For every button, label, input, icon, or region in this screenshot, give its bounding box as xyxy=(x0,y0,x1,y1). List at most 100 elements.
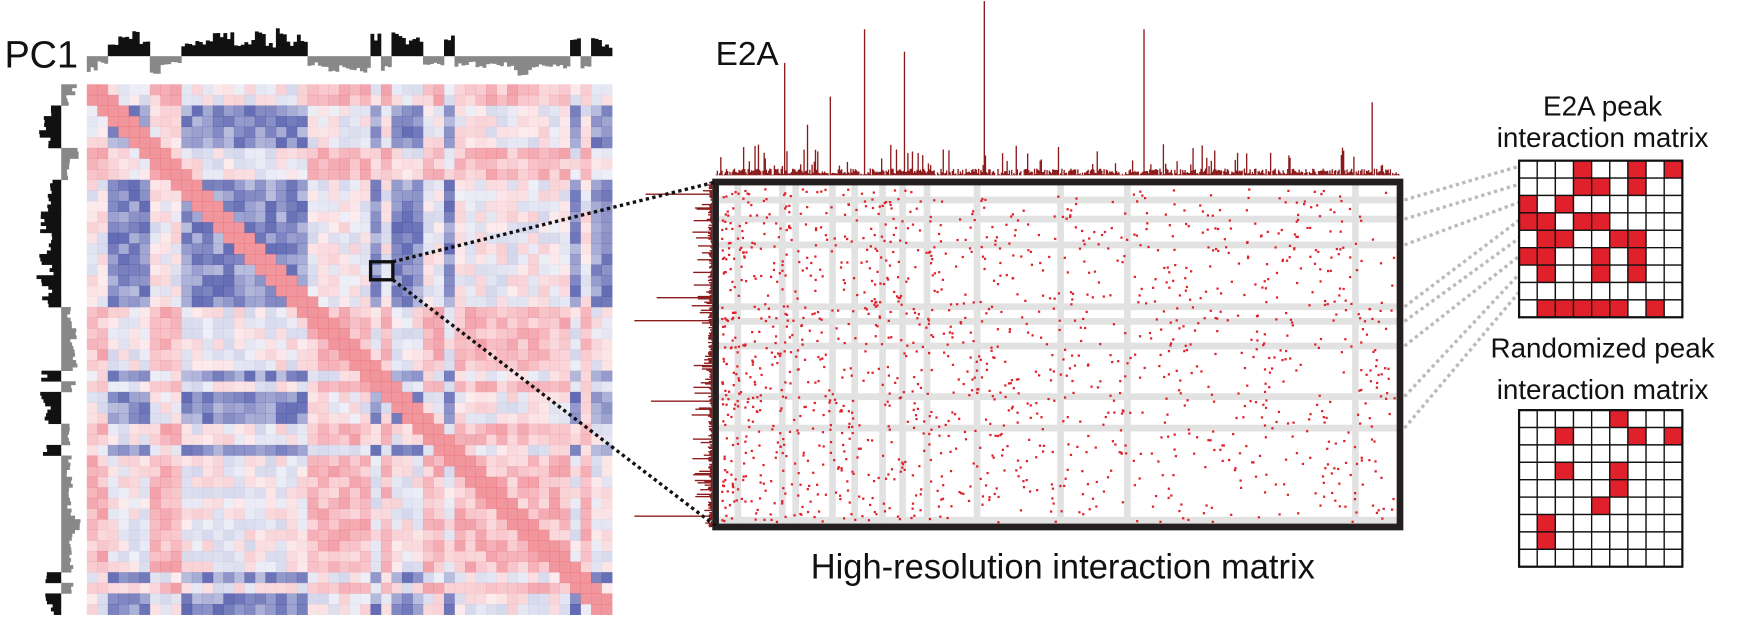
interaction-dot xyxy=(1152,286,1155,289)
pc1-bar xyxy=(507,56,511,67)
heat-cell xyxy=(601,84,613,96)
heat-cell xyxy=(538,497,550,509)
heat-cell xyxy=(465,381,476,393)
interaction-dot xyxy=(1237,392,1240,395)
pc1-bar xyxy=(380,56,385,71)
pc1-bar xyxy=(40,257,62,262)
interaction-dot xyxy=(931,308,934,312)
heat-cell xyxy=(538,349,550,361)
interaction-dot xyxy=(936,290,939,294)
interaction-dot xyxy=(1263,368,1267,371)
heat-cell xyxy=(286,604,298,615)
heat-cell xyxy=(265,264,277,276)
interaction-dot xyxy=(1182,517,1185,520)
heat-cell xyxy=(496,137,508,149)
heat-cell xyxy=(86,550,98,562)
heat-cell xyxy=(454,508,466,520)
heat-cell xyxy=(296,296,308,308)
heat-cell xyxy=(202,147,214,159)
e2a-bar xyxy=(1394,173,1396,176)
heat-cell xyxy=(591,147,602,159)
heat-cell xyxy=(97,179,109,191)
interaction-dot xyxy=(900,339,903,342)
interaction-dot xyxy=(1292,421,1295,424)
heat-cell xyxy=(212,497,224,509)
e2a-bar xyxy=(1344,170,1346,176)
interaction-dot xyxy=(876,249,879,252)
heat-cell xyxy=(139,413,151,425)
interaction-dot xyxy=(893,478,896,481)
heat-cell xyxy=(233,285,245,297)
e2a-bar xyxy=(744,169,746,176)
interaction-dot xyxy=(1333,467,1336,470)
heat-cell xyxy=(496,328,508,340)
heat-cell xyxy=(191,423,203,435)
heat-cell xyxy=(286,253,298,265)
heat-cell xyxy=(233,455,245,467)
interaction-dot xyxy=(1026,331,1030,334)
heat-cell xyxy=(465,200,476,212)
interaction-dot xyxy=(871,496,874,500)
heat-cell xyxy=(591,381,602,393)
e2a-bar xyxy=(754,145,756,176)
pc1-top-track xyxy=(86,28,613,76)
heat-cell xyxy=(118,413,130,425)
interaction-dot xyxy=(867,473,870,477)
heat-cell xyxy=(139,519,151,531)
heat-cell xyxy=(191,94,203,106)
heat-cell xyxy=(265,105,277,117)
heat-cell xyxy=(538,519,550,531)
interaction-dot xyxy=(1348,207,1352,211)
heat-cell xyxy=(538,243,550,255)
interaction-dot xyxy=(1004,360,1007,363)
heat-cell xyxy=(570,126,581,138)
e2a-bar xyxy=(1334,169,1337,176)
heat-cell xyxy=(254,169,266,181)
heat-cell xyxy=(380,444,392,456)
heat-cell xyxy=(139,105,151,117)
e2a-bar xyxy=(1138,174,1141,176)
e2a-bar xyxy=(711,241,713,244)
heat-cell xyxy=(139,582,151,594)
heat-cell xyxy=(380,94,392,106)
interaction-dot xyxy=(1239,479,1242,482)
interaction-dot xyxy=(951,411,954,414)
interaction-dot xyxy=(725,437,728,440)
e2a-bar xyxy=(1214,150,1216,176)
grid-stripe xyxy=(715,342,1401,350)
heat-cell xyxy=(559,285,571,297)
heat-cell xyxy=(486,317,497,329)
interaction-dot xyxy=(874,283,877,286)
interaction-dot xyxy=(1095,480,1098,484)
interaction-dot xyxy=(925,251,928,254)
interaction-dot xyxy=(1354,492,1357,495)
heat-cell xyxy=(443,508,455,520)
heat-cell xyxy=(454,211,466,223)
heat-cell xyxy=(454,126,466,138)
interaction-dot xyxy=(1333,300,1336,303)
heat-cell xyxy=(181,338,193,350)
interaction-dot xyxy=(1145,212,1149,215)
heat-cell xyxy=(328,561,340,573)
interaction-dot xyxy=(800,324,803,328)
pc1-bar xyxy=(387,56,392,68)
heat-cell xyxy=(317,497,329,509)
interaction-dot xyxy=(866,438,870,442)
e2a-bar xyxy=(709,216,713,218)
heat-cell xyxy=(591,232,602,244)
e2a-bar xyxy=(1155,169,1158,176)
pc1-bar xyxy=(408,40,413,57)
pc1-bar xyxy=(61,388,73,393)
interaction-dot xyxy=(916,317,919,320)
heat-cell xyxy=(507,137,518,149)
heat-cell xyxy=(517,232,529,244)
heat-cell xyxy=(191,169,203,181)
interaction-dot xyxy=(897,296,900,299)
e2a-bar xyxy=(1196,173,1199,176)
heat-cell xyxy=(591,275,602,287)
heat-cell xyxy=(170,508,182,520)
interaction-dot xyxy=(857,447,861,450)
e2a-bar xyxy=(820,173,822,176)
heat-cell xyxy=(370,158,382,170)
interaction-dot xyxy=(721,398,724,401)
